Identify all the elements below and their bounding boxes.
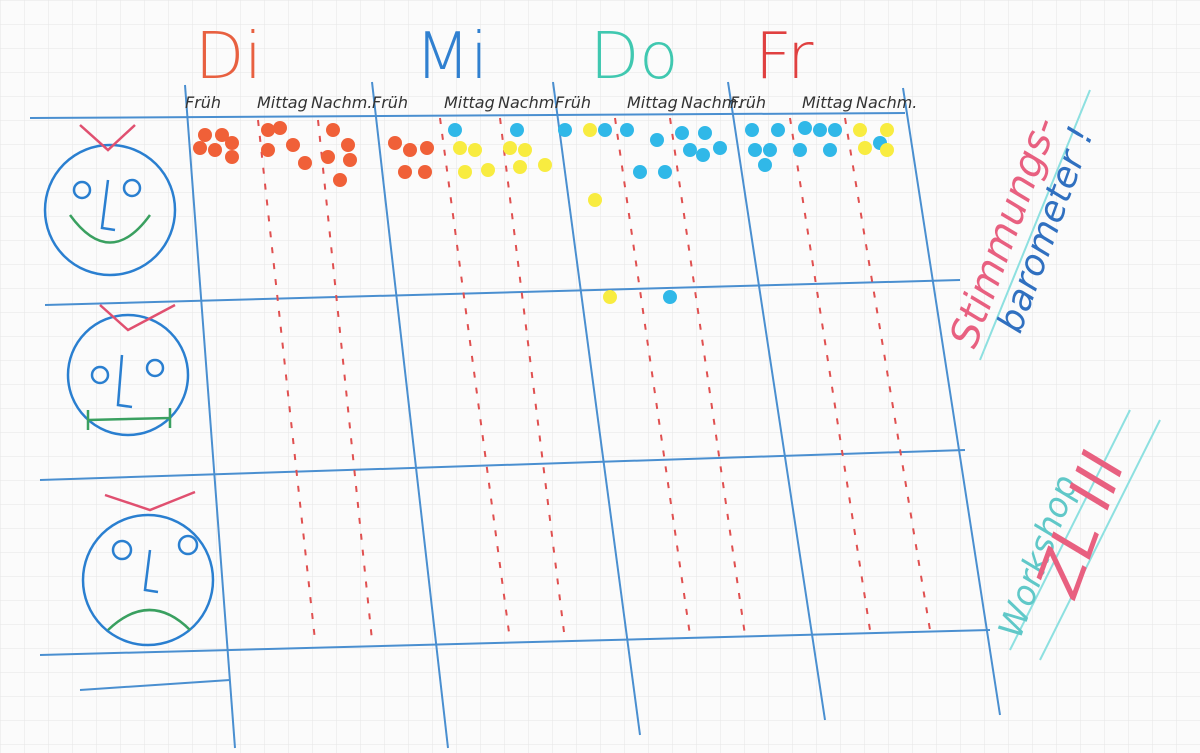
- sticker-dot: [448, 123, 462, 137]
- sticker-dot: [658, 165, 672, 179]
- sticker-dot: [858, 141, 872, 155]
- slot-label: Früh: [185, 93, 221, 112]
- sticker-dot: [793, 143, 807, 157]
- slot-label: Früh: [372, 93, 408, 112]
- sticker-dot: [225, 136, 239, 150]
- slot-label: Nachm.: [681, 93, 742, 112]
- slot-label: Mittag: [444, 93, 495, 112]
- sticker-dot: [326, 123, 340, 137]
- sticker-dot: [388, 136, 402, 150]
- sticker-dot: [503, 141, 517, 155]
- sticker-dot: [518, 143, 532, 157]
- sticker-dot: [286, 138, 300, 152]
- sticker-dot: [341, 138, 355, 152]
- sticker-dot: [853, 123, 867, 137]
- sticker-dot: [510, 123, 524, 137]
- sticker-dot: [333, 173, 347, 187]
- sticker-dot: [481, 163, 495, 177]
- sticker-dot: [261, 143, 275, 157]
- sticker-dot: [583, 123, 597, 137]
- sticker-dot: [208, 143, 222, 157]
- sticker-dot: [771, 123, 785, 137]
- sticker-dot: [598, 123, 612, 137]
- sticker-dot: [513, 160, 527, 174]
- slot-dividers: [257, 117, 931, 641]
- sticker-dot: [403, 143, 417, 157]
- sticker-dot: [215, 128, 229, 142]
- sticker-dot: [683, 143, 697, 157]
- sticker-dot: [880, 143, 894, 157]
- sticker-dot: [748, 143, 762, 157]
- sticker-dot: [823, 143, 837, 157]
- sticker-dot: [298, 156, 312, 170]
- sticker-dot: [603, 290, 617, 304]
- sticker-dot: [588, 193, 602, 207]
- sticker-dot: [538, 158, 552, 172]
- day-label: Fr: [755, 20, 814, 94]
- dots: [193, 121, 894, 304]
- sticker-dot: [193, 141, 207, 155]
- sticker-dot: [633, 165, 647, 179]
- faces: [43, 124, 215, 647]
- slot-label: Früh: [730, 93, 766, 112]
- sticker-dot: [225, 150, 239, 164]
- sticker-dot: [713, 141, 727, 155]
- sticker-dot: [418, 165, 432, 179]
- sticker-dot: [798, 121, 812, 135]
- table-lines: [29, 81, 1001, 749]
- sticker-dot: [468, 143, 482, 157]
- sticker-dot: [398, 165, 412, 179]
- sticker-dot: [558, 123, 572, 137]
- sticker-dot: [261, 123, 275, 137]
- sticker-dot: [880, 123, 894, 137]
- day-label: Do: [590, 20, 678, 94]
- sticker-dot: [458, 165, 472, 179]
- sticker-dot: [453, 141, 467, 155]
- sticker-dot: [198, 128, 212, 142]
- slot-label: Nachm.: [311, 93, 372, 112]
- slot-label: Nachm.: [498, 93, 559, 112]
- sticker-dot: [663, 290, 677, 304]
- sticker-dot: [763, 143, 777, 157]
- sticker-dot: [745, 123, 759, 137]
- sticker-dot: [813, 123, 827, 137]
- sticker-dot: [650, 133, 664, 147]
- sticker-dot: [675, 126, 689, 140]
- sticker-dot: [343, 153, 357, 167]
- decor: [979, 89, 1161, 661]
- slot-label: Mittag: [627, 93, 678, 112]
- day-label: Di: [195, 20, 262, 94]
- sticker-dot: [758, 158, 772, 172]
- sticker-dot: [273, 121, 287, 135]
- day-label: Mi: [415, 20, 488, 94]
- slot-label: Mittag: [802, 93, 853, 112]
- sticker-dot: [420, 141, 434, 155]
- slot-label: Nachm.: [856, 93, 917, 112]
- sticker-dot: [696, 148, 710, 162]
- slot-label: Mittag: [257, 93, 308, 112]
- slot-label: Früh: [555, 93, 591, 112]
- sticker-dot: [698, 126, 712, 140]
- sticker-dot: [620, 123, 634, 137]
- sticker-dot: [828, 123, 842, 137]
- sticker-dot: [321, 150, 335, 164]
